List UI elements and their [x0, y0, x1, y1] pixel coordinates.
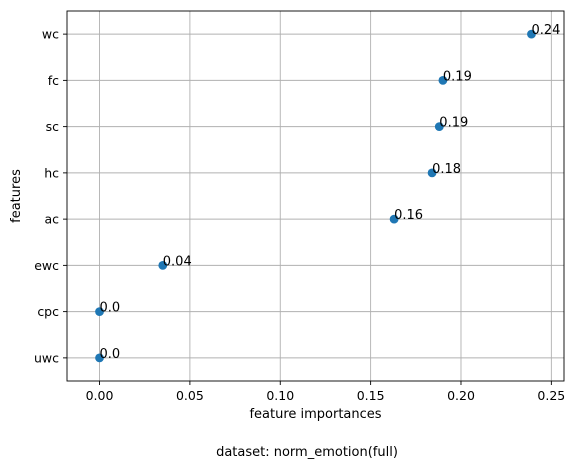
x-tick-label: 0.20: [447, 388, 475, 403]
y-tick-label-wc: wc: [42, 27, 59, 42]
y-tick-label-hc: hc: [44, 165, 59, 180]
data-label-cpc: 0.0: [100, 301, 121, 316]
data-label-fc: 0.19: [443, 69, 472, 84]
data-point-hc: [427, 168, 437, 178]
data-label-hc: 0.18: [432, 162, 461, 177]
y-axis-label: features: [9, 169, 24, 223]
plot-frame: [66, 10, 565, 382]
x-axis-label: feature importances: [249, 407, 381, 422]
data-points: [95, 29, 536, 363]
x-tick-label: 0.15: [357, 388, 385, 403]
data-labels: 0.24 0.19 0.19 0.18 0.16 0.04 0.0 0.0: [100, 23, 561, 362]
data-point-ac: [389, 214, 399, 224]
y-tick-label-cpc: cpc: [37, 304, 59, 319]
x-tick-label: 0.10: [266, 388, 294, 403]
y-tick-label-fc: fc: [48, 73, 59, 88]
data-point-ewc: [158, 260, 168, 270]
y-axis-ticks: wc fc sc hc ac ewc cpc uwc: [34, 27, 67, 365]
data-label-ac: 0.16: [394, 208, 423, 223]
y-tick-label-uwc: uwc: [34, 350, 59, 365]
dataset-caption: dataset: norm_emotion(full): [216, 445, 398, 460]
x-tick-label: 0.05: [176, 388, 204, 403]
data-point-sc: [434, 122, 444, 132]
y-tick-label-ac: ac: [44, 212, 59, 227]
data-label-ewc: 0.04: [163, 254, 192, 269]
data-label-sc: 0.19: [439, 116, 468, 131]
data-label-uwc: 0.0: [100, 347, 121, 362]
data-label-wc: 0.24: [531, 23, 560, 38]
data-point-cpc: [95, 307, 104, 317]
x-axis-ticks: 0.00 0.05 0.10 0.15 0.20 0.25: [86, 381, 565, 403]
data-point-wc: [527, 29, 536, 39]
y-tick-label-sc: sc: [46, 119, 60, 134]
y-tick-label-ewc: ewc: [34, 258, 59, 273]
grid-lines: [67, 11, 564, 381]
data-point-fc: [438, 75, 448, 85]
x-tick-label: 0.25: [537, 388, 565, 403]
x-tick-label: 0.00: [86, 388, 114, 403]
data-point-uwc: [95, 353, 104, 363]
